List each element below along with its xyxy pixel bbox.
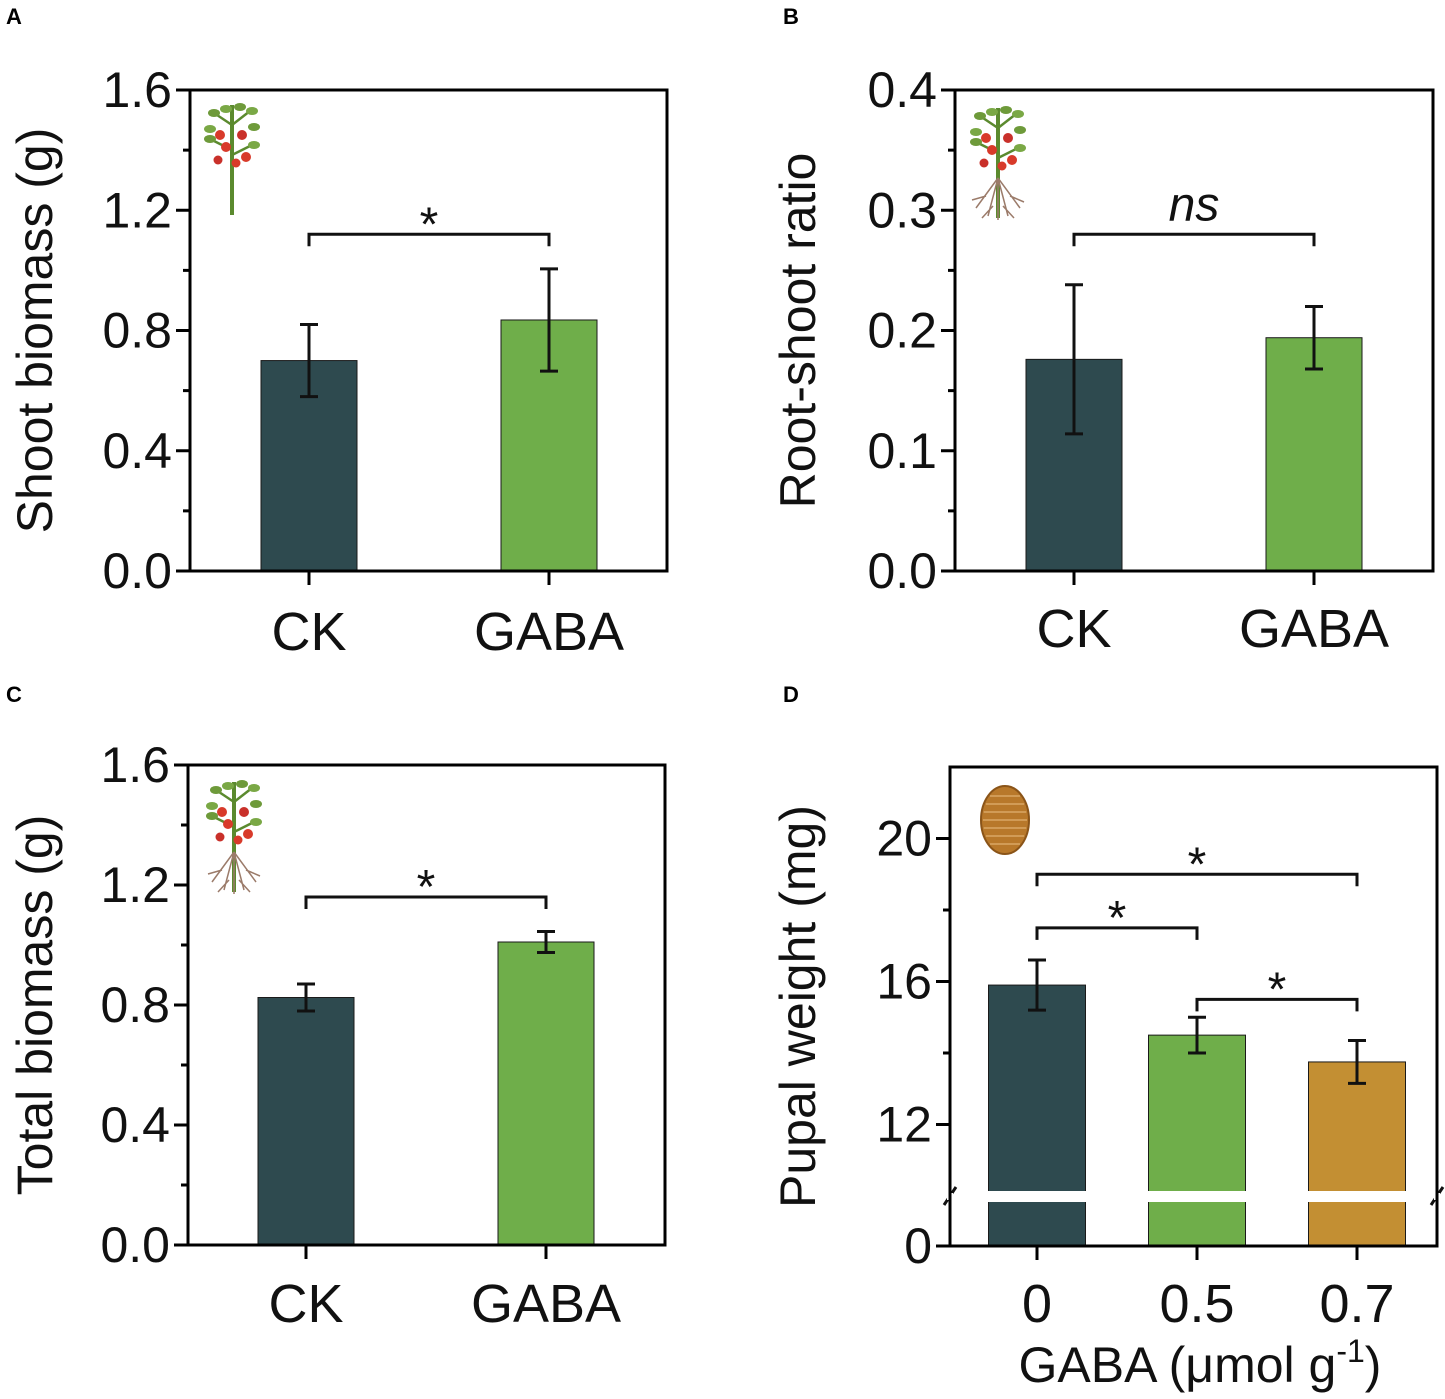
panel-b: B 0.0 0.1 0.2 0.3 0.4 CK GABA Root-shoot ratio ns	[770, 4, 1435, 659]
error-bar	[540, 267, 558, 373]
y-tick-label: 0.2	[867, 303, 937, 359]
x-category-label: GABA	[471, 1274, 621, 1334]
bar-gaba	[1265, 337, 1363, 572]
y-tick-label: 16	[876, 954, 932, 1010]
panel-label: C	[6, 682, 22, 707]
x-category-label: CK	[268, 1274, 343, 1334]
x-category-label: CK	[271, 602, 346, 662]
bar-0	[988, 984, 1086, 1247]
significance-bracket: *	[1035, 838, 1359, 891]
y-tick-label: 12	[876, 1097, 932, 1153]
x-category-label: GABA	[1239, 599, 1389, 659]
y-axis-title: Total biomass (g)	[7, 815, 63, 1196]
error-bar	[1305, 304, 1323, 371]
significance-bracket: *	[304, 861, 548, 914]
y-tick-label: 1.2	[100, 857, 170, 913]
error-bar	[300, 322, 318, 399]
y-tick-label: 0.4	[102, 423, 172, 479]
significance-label: *	[1188, 838, 1207, 891]
error-bar	[1065, 283, 1083, 436]
significance-label: *	[1108, 892, 1127, 945]
y-tick-label: 0.4	[867, 62, 937, 118]
significance-label: ns	[1169, 178, 1220, 231]
error-bar	[1028, 958, 1046, 1012]
significance-bracket: *	[1035, 892, 1199, 945]
significance-bracket: *	[1195, 963, 1359, 1016]
x-category-label: GABA	[474, 602, 624, 662]
y-tick-label: 0.1	[867, 423, 937, 479]
tomato-plant-with-roots-icon	[204, 778, 264, 895]
panel-a: A 0.0 0.4 0.8 1.2 1.6 CK GABA Shoot biomass (g) *	[6, 4, 669, 662]
error-bar	[537, 930, 555, 954]
bar-gaba	[497, 941, 595, 1246]
y-tick-label: 0.0	[100, 1217, 170, 1273]
panel-label: D	[783, 682, 799, 707]
y-tick-label: 20	[876, 811, 932, 867]
y-tick-label: 0.8	[100, 977, 170, 1033]
tomato-plant-with-roots-icon	[968, 104, 1028, 221]
bar-05	[1148, 1034, 1246, 1247]
plot-frame	[948, 765, 1439, 1248]
axis-break-band	[952, 1191, 1435, 1202]
x-category-label: CK	[1036, 599, 1111, 659]
y-tick-label: 0	[904, 1218, 932, 1274]
pupa-icon	[980, 785, 1030, 855]
x-axis-title: GABA (μmol g-1)	[1019, 1333, 1382, 1393]
y-tick-label: 0.0	[867, 543, 937, 599]
y-axis-title: Root-shoot ratio	[770, 153, 826, 509]
significance-label: *	[417, 861, 436, 914]
error-bar	[1188, 1015, 1206, 1055]
significance-label: *	[420, 198, 439, 251]
bar-ck	[257, 997, 355, 1246]
y-axis-title: Shoot biomass (g)	[7, 128, 63, 534]
y-tick-label: 0.3	[867, 182, 937, 238]
error-bar	[297, 982, 315, 1013]
panel-label: A	[6, 4, 22, 29]
y-tick-label: 1.6	[102, 62, 172, 118]
panel-label: B	[783, 4, 799, 29]
x-category-label: 0.5	[1159, 1274, 1234, 1334]
y-tick-label: 0.8	[102, 303, 172, 359]
y-tick-label: 0.0	[102, 543, 172, 599]
tomato-shoot-icon	[202, 101, 262, 217]
y-axis-title: Pupal weight (mg)	[770, 805, 826, 1208]
significance-bracket: *	[307, 198, 551, 251]
significance-label: *	[1268, 963, 1287, 1016]
significance-bracket: ns	[1072, 178, 1316, 247]
y-tick-label: 1.2	[102, 182, 172, 238]
y-tick-label: 1.6	[100, 737, 170, 793]
x-category-label: 0.7	[1319, 1274, 1394, 1334]
y-tick-label: 0.4	[100, 1097, 170, 1153]
bar-07	[1308, 1061, 1406, 1247]
panel-c: C 0.0 0.4 0.8 1.2 1.6 CK GABA Total biomass (g) *	[6, 682, 667, 1334]
x-category-label: 0	[1022, 1274, 1052, 1334]
error-bar	[1348, 1038, 1366, 1085]
panel-d: D 0 12 16 20 0 0.5 0.7 Pupal weight (mg) GABA (μm…	[770, 682, 1445, 1393]
